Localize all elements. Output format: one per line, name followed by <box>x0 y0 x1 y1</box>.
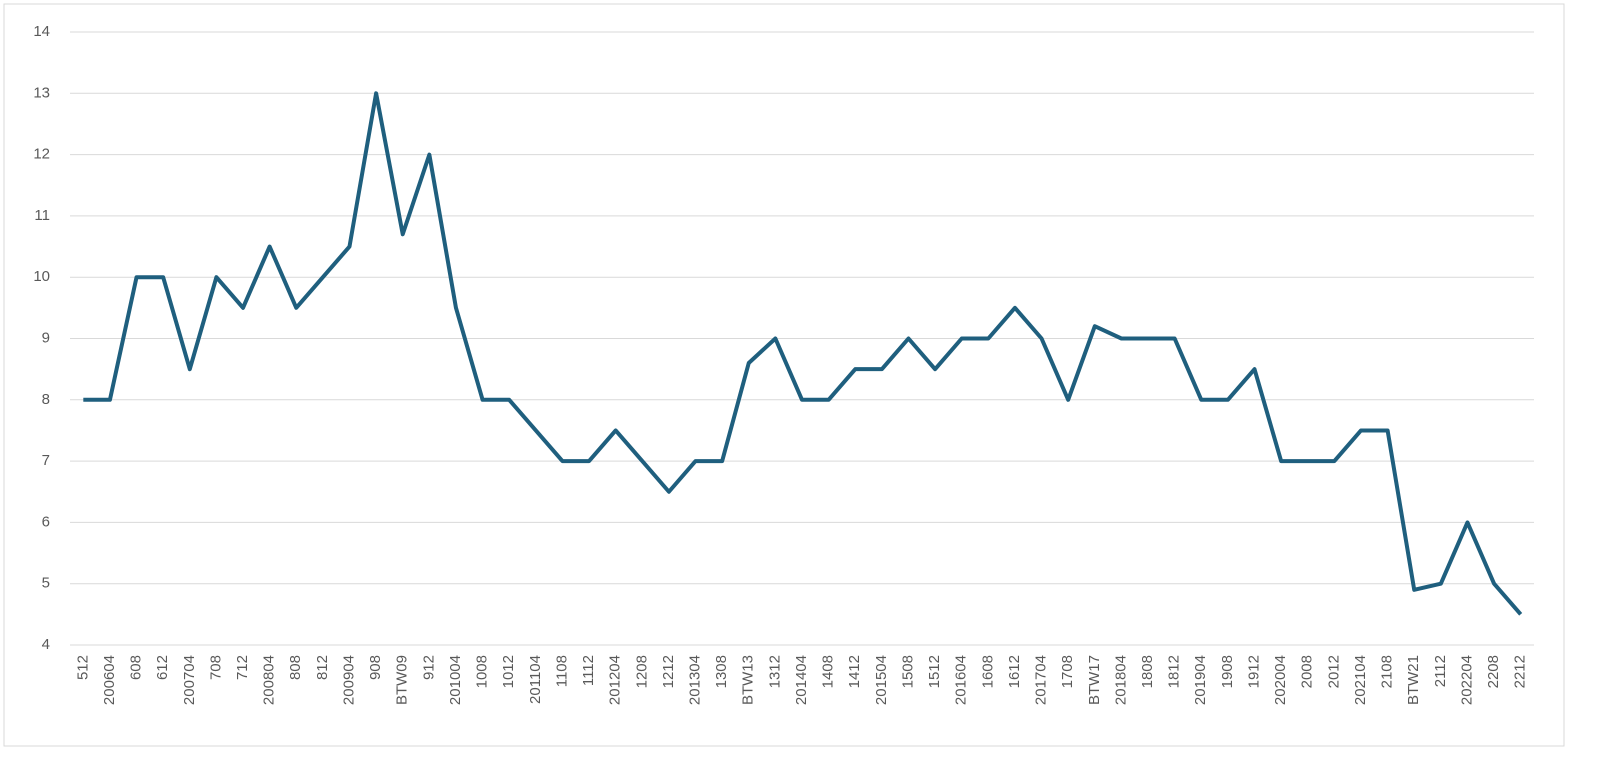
y-tick-label: 8 <box>42 391 50 408</box>
x-tick-label: 201904 <box>1192 655 1209 705</box>
x-tick-label: 201804 <box>1112 655 1129 705</box>
y-tick-label: 12 <box>33 146 50 163</box>
y-tick-label: 6 <box>42 513 50 530</box>
chart-frame <box>3 3 1565 747</box>
x-tick-label: 202104 <box>1352 655 1369 705</box>
x-tick-label: 202204 <box>1458 655 1475 705</box>
x-tick-label: 1308 <box>713 655 730 688</box>
x-tick-label: 512 <box>74 655 91 680</box>
x-tick-label: 201204 <box>607 655 624 705</box>
x-tick-label: 200904 <box>340 655 357 705</box>
x-tick-label: 200704 <box>181 655 198 705</box>
x-tick-label: BTW09 <box>394 655 411 705</box>
y-tick-label: 4 <box>42 636 50 653</box>
y-tick-label: 14 <box>33 23 50 40</box>
y-tick-label: 7 <box>42 452 50 469</box>
x-tick-label: 708 <box>207 655 224 680</box>
x-tick-label: 200804 <box>261 655 278 705</box>
x-tick-label: 1208 <box>633 655 650 688</box>
x-tick-label: 1908 <box>1219 655 1236 688</box>
x-tick-label: 201704 <box>1033 655 1050 705</box>
x-tick-label: 1812 <box>1166 655 1183 688</box>
x-tick-label: 2108 <box>1379 655 1396 688</box>
x-tick-label: 201404 <box>793 655 810 705</box>
x-tick-label: 1008 <box>474 655 491 688</box>
x-tick-label: 1808 <box>1139 655 1156 688</box>
y-tick-label: 10 <box>33 268 50 285</box>
x-tick-label: BTW13 <box>740 655 757 705</box>
x-tick-label: 2008 <box>1299 655 1316 688</box>
x-tick-label: 2208 <box>1485 655 1502 688</box>
x-tick-label: 1108 <box>553 655 570 687</box>
x-tick-label: 1408 <box>820 655 837 688</box>
y-tick-label: 13 <box>33 84 50 101</box>
x-tick-label: 1612 <box>1006 655 1023 688</box>
x-tick-label: 812 <box>314 655 331 680</box>
x-tick-label: 808 <box>287 655 304 680</box>
x-tick-label: 1608 <box>979 655 996 688</box>
x-tick-label: 1012 <box>500 655 517 688</box>
x-tick-label: 1212 <box>660 655 677 688</box>
x-tick-label: 1412 <box>846 655 863 688</box>
x-tick-label: 2012 <box>1325 655 1342 688</box>
x-tick-label: 1112 <box>580 655 597 686</box>
x-tick-label: 200604 <box>101 655 118 705</box>
line <box>83 91 1523 616</box>
y-tick-label: 5 <box>42 575 50 592</box>
x-tick-label: 908 <box>367 655 384 680</box>
x-tick-label: 1512 <box>926 655 943 688</box>
x-tick-label: 201304 <box>686 655 703 705</box>
x-tick-label: 201104 <box>527 655 544 704</box>
x-tick-label: 2212 <box>1512 655 1529 688</box>
x-tick-label: 1508 <box>899 655 916 688</box>
x-tick-label: 912 <box>420 655 437 680</box>
y-tick-label: 11 <box>34 207 50 224</box>
x-tick-label: 612 <box>154 655 171 680</box>
x-tick-label: 712 <box>234 655 251 680</box>
x-tick-label: 608 <box>128 655 145 680</box>
x-tick-label: BTW17 <box>1086 655 1103 705</box>
x-tick-label: 201504 <box>873 655 890 705</box>
x-tick-label: 1312 <box>766 655 783 688</box>
x-tick-label: 2112 <box>1432 655 1449 687</box>
x-tick-label: 202004 <box>1272 655 1289 705</box>
x-tick-label: 201604 <box>953 655 970 705</box>
x-tick-label: BTW21 <box>1405 655 1422 705</box>
y-tick-label: 9 <box>42 329 50 346</box>
x-tick-label: 1708 <box>1059 655 1076 688</box>
x-tick-label: 1912 <box>1245 655 1262 688</box>
x-tick-label: 201004 <box>447 655 464 705</box>
